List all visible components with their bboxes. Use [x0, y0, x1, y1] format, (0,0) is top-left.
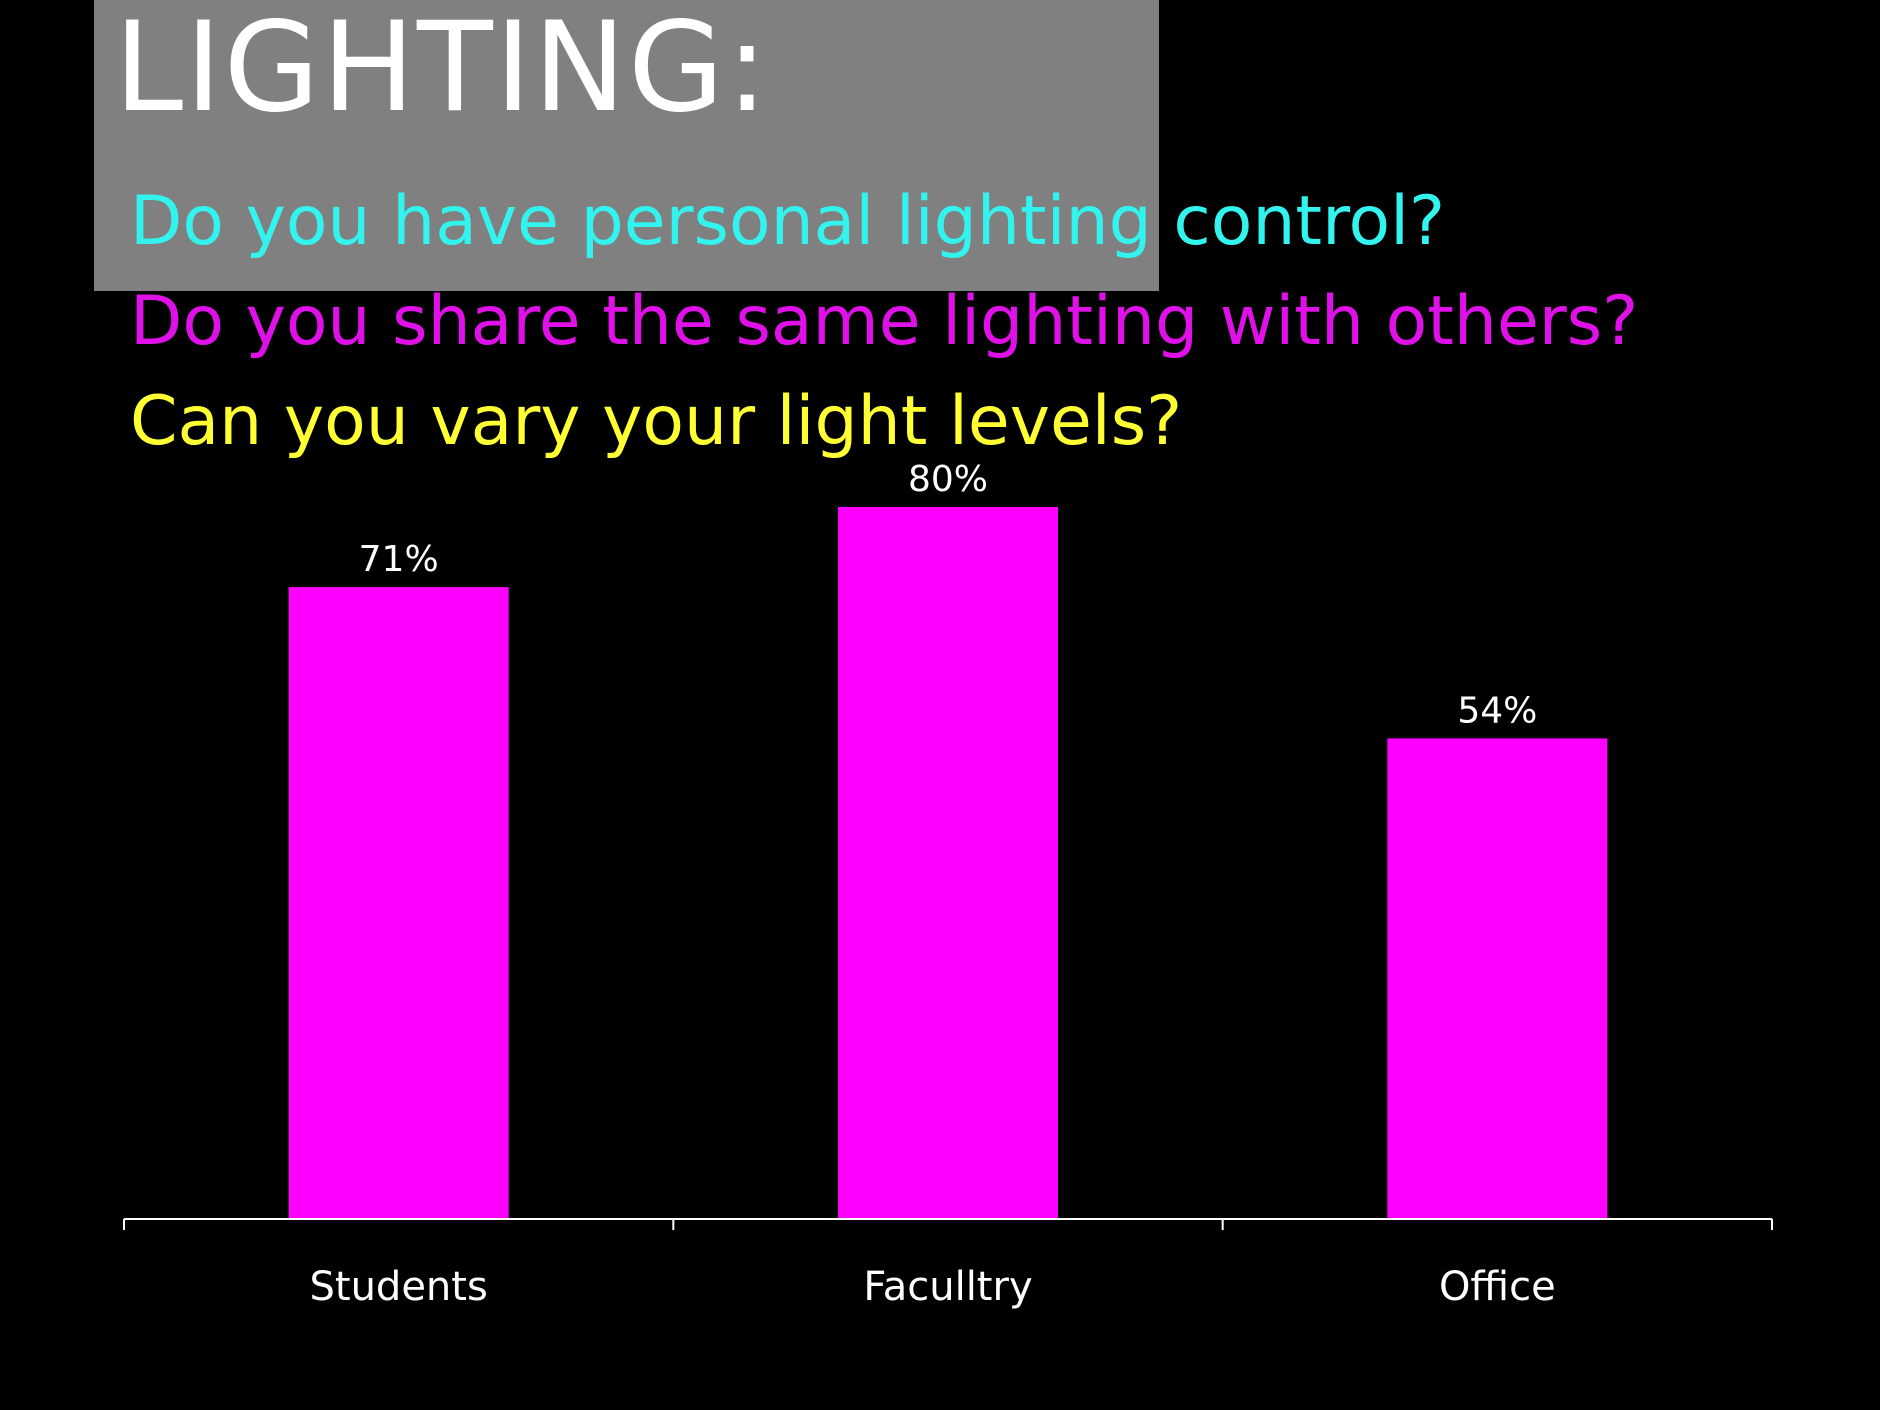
question-shared-lighting: Do you share the same lighting with othe…	[130, 282, 1639, 361]
bar-office	[1387, 738, 1608, 1219]
category-label-office: Office	[1439, 1264, 1556, 1310]
question-vary-levels: Can you vary your light levels?	[130, 382, 1183, 461]
data-label-faculltry: 80%	[908, 459, 988, 500]
data-label-office: 54%	[1457, 690, 1537, 731]
title-box	[94, 0, 1159, 291]
category-label-students: Students	[310, 1264, 488, 1310]
data-label-students: 71%	[359, 539, 439, 580]
slide-title: LIGHTING:	[114, 0, 770, 140]
category-label-faculltry: Faculltry	[863, 1264, 1032, 1310]
bar-faculltry	[838, 507, 1058, 1219]
question-personal-control: Do you have personal lighting control?	[130, 182, 1446, 261]
bar-students	[288, 587, 509, 1219]
